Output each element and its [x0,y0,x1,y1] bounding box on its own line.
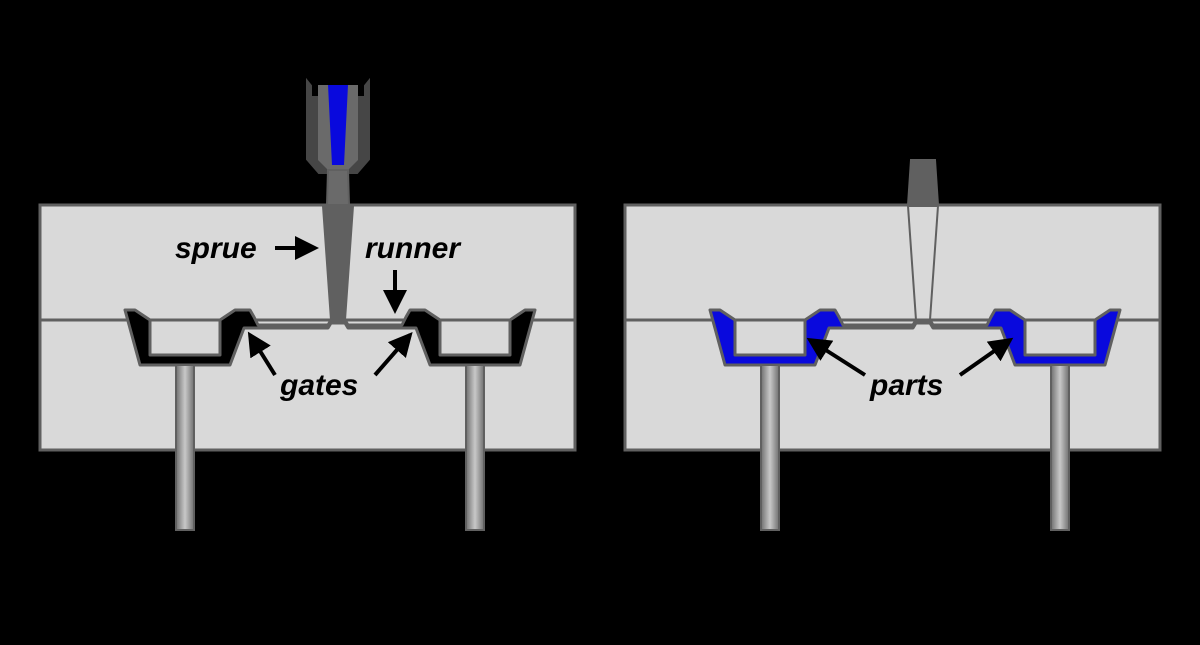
ejector-pin [1051,365,1069,530]
label-sprue: sprue [175,232,257,265]
ejector-pin [761,365,779,530]
label-runner: runner [365,232,462,265]
ejector-pin [466,365,484,530]
injection-mold-diagram: sprue runner gates parts [0,0,1200,645]
label-parts: parts [869,369,943,402]
label-gates: gates [279,369,358,402]
ejector-pin [176,365,194,530]
